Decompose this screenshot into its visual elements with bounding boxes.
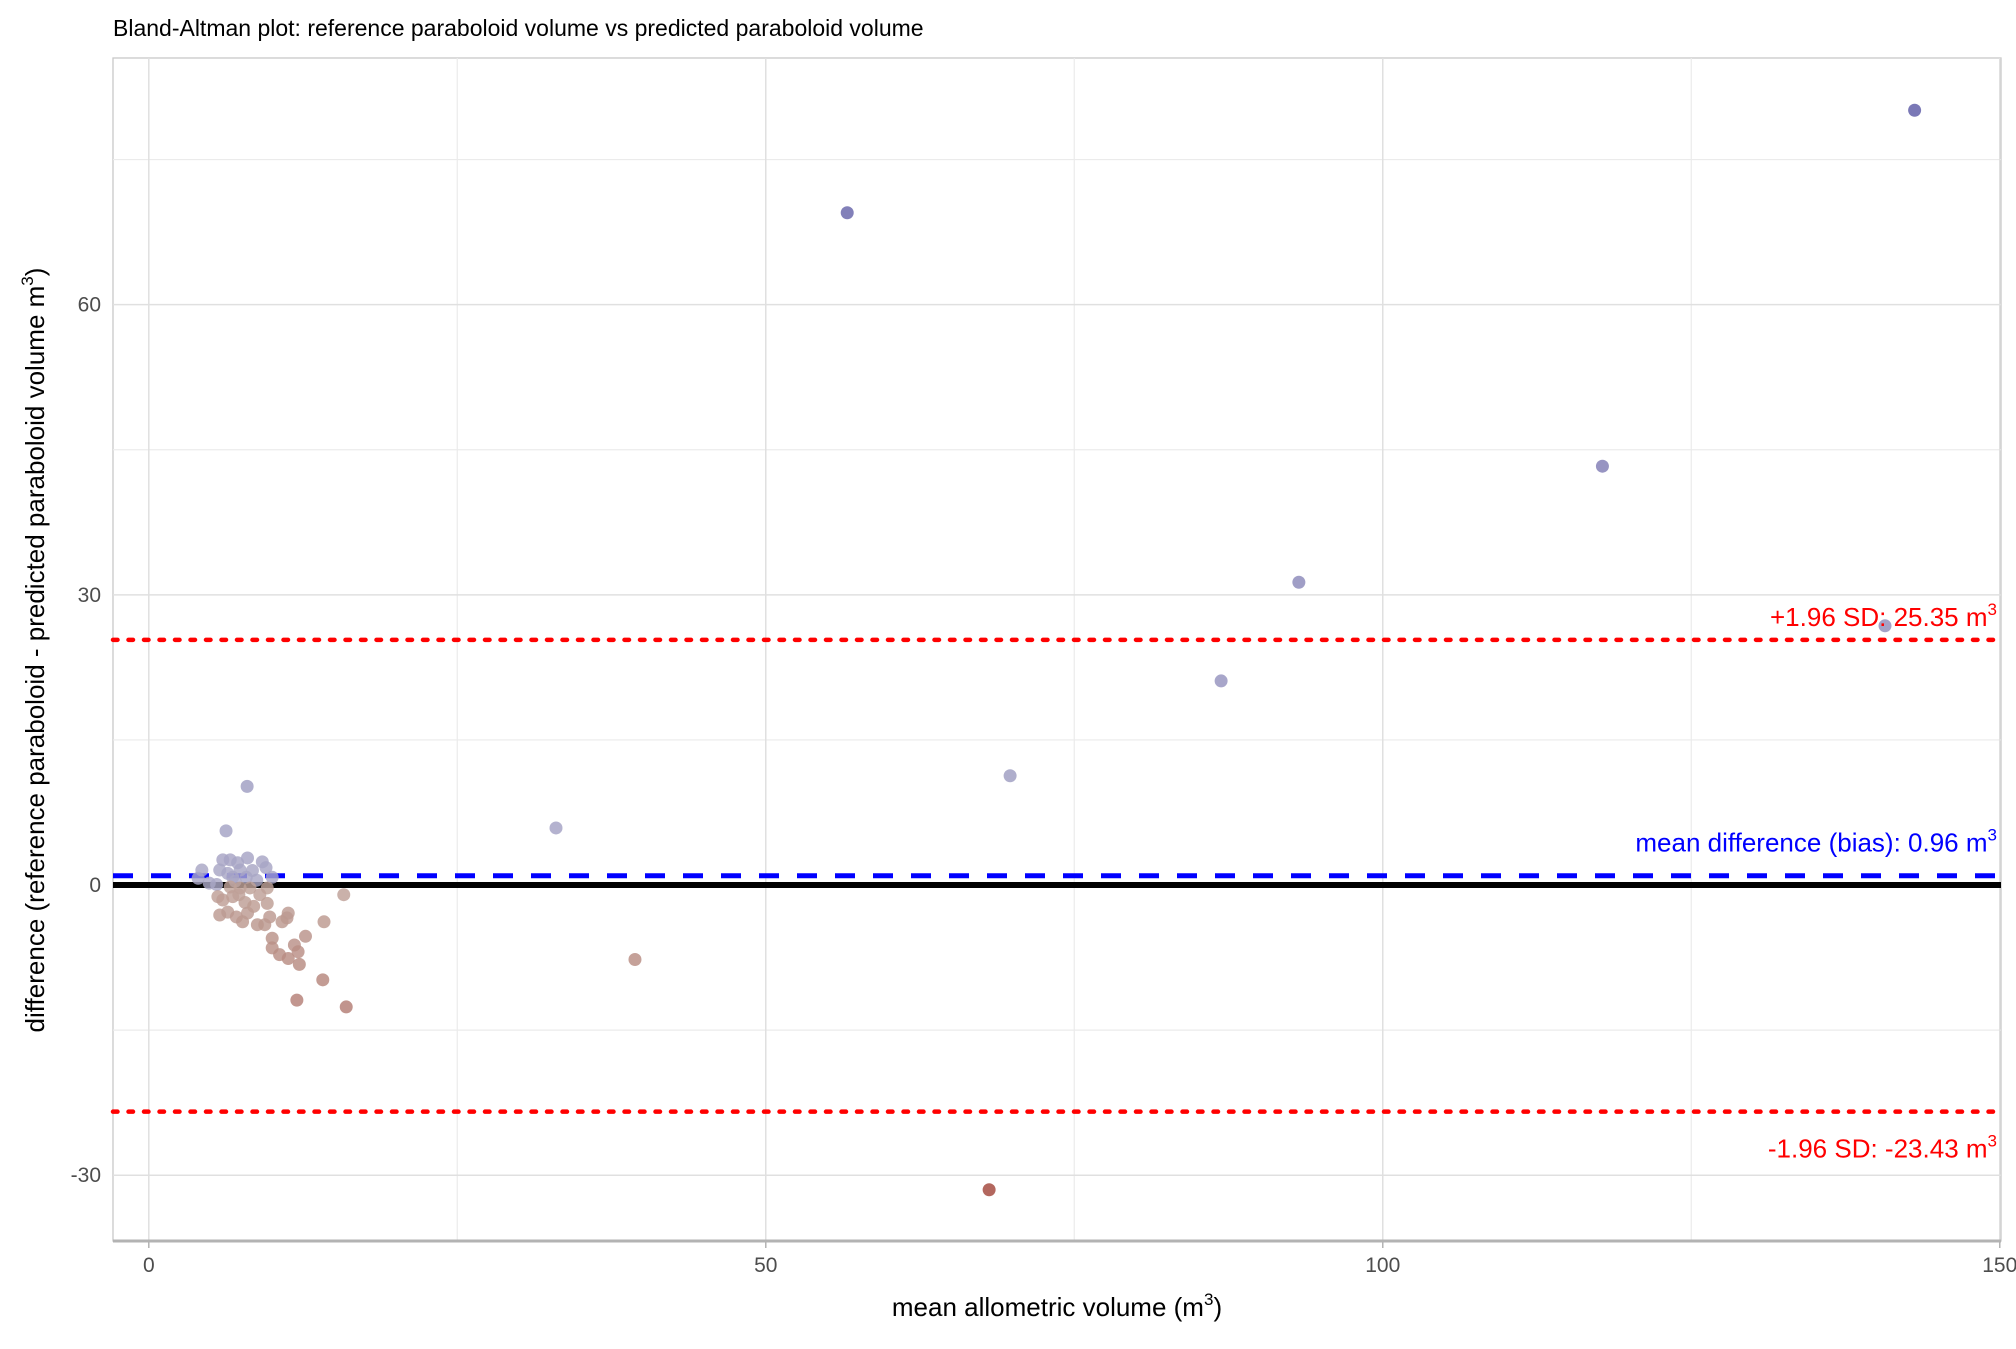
data-point (292, 957, 306, 971)
data-point (265, 931, 279, 945)
data-point (245, 864, 259, 878)
data-point (316, 973, 330, 987)
data-point (840, 206, 854, 220)
data-point (290, 993, 304, 1007)
data-point (231, 856, 245, 870)
data-point (291, 945, 305, 959)
data-point (281, 906, 295, 920)
bias-label: mean difference (bias): 0.96 m3 (1635, 826, 1997, 858)
data-point (549, 821, 563, 835)
upper-limit-label: +1.96 SD: 25.35 m3 (1770, 600, 1997, 632)
y-tick-label: -30 (71, 1164, 101, 1187)
data-point (259, 861, 273, 875)
data-point (243, 881, 257, 895)
data-point (982, 1183, 996, 1197)
x-tick-label: 100 (1365, 1254, 1400, 1277)
data-point (1292, 575, 1306, 589)
data-point (299, 929, 313, 943)
axes: 0 50 100 150 -30 0 30 60 (71, 294, 2016, 1277)
data-point (1595, 459, 1609, 473)
data-point (317, 915, 331, 929)
y-axis-label: difference (reference paraboloid - predi… (18, 268, 50, 1033)
chart-title: Bland-Altman plot: reference paraboloid … (113, 15, 924, 41)
data-point (337, 888, 351, 902)
data-point (1908, 103, 1922, 117)
x-axis-label: mean allometric volume (m3) (892, 1290, 1222, 1322)
data-point (1878, 619, 1892, 633)
y-tick-label: 30 (78, 584, 101, 607)
annotations: +1.96 SD: 25.35 m3 mean difference (bias… (1635, 600, 1997, 1164)
data-point (628, 953, 642, 967)
data-point (241, 851, 255, 865)
data-point (191, 871, 205, 885)
plot-panel (112, 57, 2002, 1242)
data-point (1214, 674, 1228, 688)
data-point (247, 899, 261, 913)
data-point (1003, 769, 1017, 783)
y-tick-label: 0 (89, 874, 101, 897)
x-tick-label: 0 (143, 1254, 155, 1277)
data-point (265, 870, 279, 884)
reference-lines (110, 637, 2004, 1114)
data-point (232, 888, 246, 902)
data-point (253, 888, 267, 902)
data-point (281, 952, 295, 966)
data-point (240, 779, 254, 793)
x-tick-label: 150 (1982, 1254, 2016, 1277)
lower-limit-label: -1.96 SD: -23.43 m3 (1768, 1132, 1997, 1164)
x-tick-label: 50 (754, 1254, 777, 1277)
data-point (263, 910, 277, 924)
grid (112, 57, 2002, 1242)
data-point (339, 1000, 353, 1014)
data-point (210, 878, 224, 892)
y-tick-label: 60 (78, 294, 101, 317)
data-points (191, 103, 1922, 1197)
data-point (216, 893, 230, 907)
data-point (260, 896, 274, 910)
data-point (219, 824, 233, 838)
